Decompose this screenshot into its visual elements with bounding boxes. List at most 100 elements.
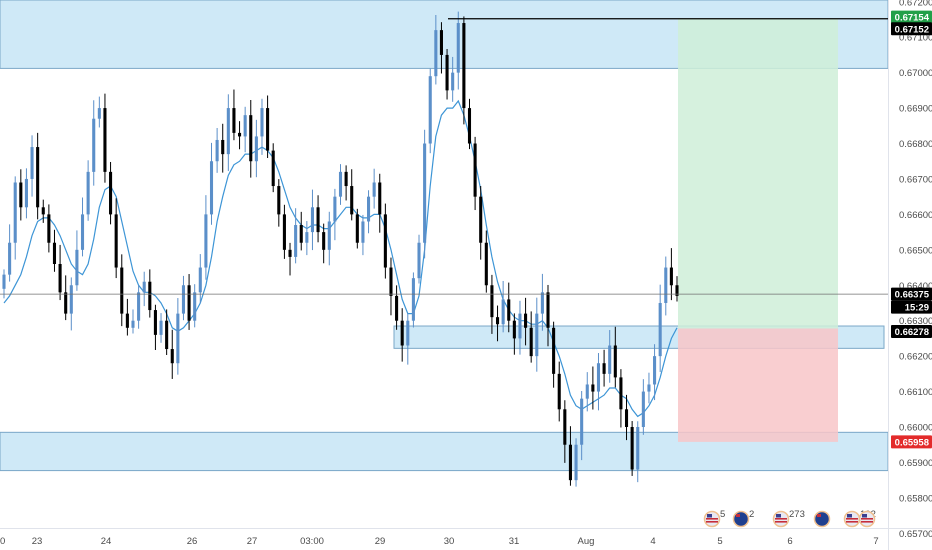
candle-body <box>187 285 191 321</box>
candle-body <box>232 108 236 133</box>
candle-body <box>238 132 242 137</box>
candle-body <box>103 108 107 172</box>
time-tick-label: 10 <box>0 536 5 547</box>
candle-body <box>209 161 214 215</box>
candle-body <box>495 317 500 325</box>
position-stop-area <box>678 328 838 442</box>
price-tick-label: 0.66200 <box>899 352 932 363</box>
time-tick-label: 29 <box>375 536 386 547</box>
candle-body <box>675 285 679 296</box>
candle-body <box>636 427 640 470</box>
candle-body <box>529 327 533 357</box>
candle-body <box>181 285 186 314</box>
candle-body <box>92 118 96 172</box>
time-axis[interactable]: 23 24 26 27 03:00 29 30 31 Aug 4 5 6 7 10 <box>0 528 932 548</box>
price-tag-target <box>891 10 932 24</box>
candle-body <box>30 147 34 179</box>
candle-body <box>249 115 253 162</box>
time-tick-label: 30 <box>444 536 455 547</box>
candle-body <box>619 377 623 410</box>
candle-body <box>608 345 612 374</box>
flag-stripe <box>846 518 858 520</box>
event-badge-us-flag[interactable]: 273 <box>772 509 805 528</box>
price-tag-high-text: 0.67152 <box>895 24 929 35</box>
event-count: 273 <box>789 509 805 520</box>
candle-body <box>445 54 449 91</box>
candle-body <box>568 444 572 481</box>
event-count: 5 <box>720 509 725 520</box>
candle-body <box>86 171 90 215</box>
candle-body <box>395 295 399 321</box>
candle-body <box>64 292 68 314</box>
price-tick-label: 0.66700 <box>899 174 932 185</box>
candle-body <box>417 242 421 279</box>
candle-body <box>411 278 415 321</box>
candle-body <box>305 232 309 243</box>
candle-body <box>400 320 404 346</box>
candle-body <box>591 384 595 392</box>
candle-body <box>613 345 617 378</box>
candle-body <box>97 108 101 119</box>
candle-body <box>294 225 298 257</box>
candle-body <box>333 196 337 222</box>
time-tick-label: 6 <box>787 536 792 547</box>
event-badge-us-flag[interactable] <box>858 510 876 528</box>
candle-body <box>624 409 629 428</box>
price-lines-layer <box>0 18 888 295</box>
candle-body <box>109 171 113 215</box>
candle-body <box>434 30 438 77</box>
candle-body <box>221 139 225 155</box>
candle-body <box>372 182 376 197</box>
candle-body <box>198 267 202 293</box>
candle-body <box>47 214 51 243</box>
candle-body <box>215 139 219 162</box>
flag-stripe <box>846 521 858 523</box>
price-tag-current-text: 0.66375 <box>895 290 930 301</box>
candle-body <box>299 225 303 243</box>
candle-body <box>58 264 62 293</box>
candle-body <box>176 313 180 364</box>
candle-body <box>490 285 494 318</box>
candle-body <box>310 207 315 233</box>
price-tag-current <box>891 287 932 301</box>
candle-body <box>114 214 118 268</box>
candle-body <box>271 150 275 187</box>
candle-body <box>546 292 550 328</box>
time-tick-label: 26 <box>187 536 198 547</box>
candle-body <box>602 363 606 374</box>
event-badge-au-flag[interactable]: 2 <box>732 509 755 528</box>
economic-events[interactable]: 52273102 <box>703 509 876 528</box>
candle-body <box>653 356 657 385</box>
price-tick-label: 0.67200 <box>899 0 932 8</box>
price-tag-entry <box>891 324 932 338</box>
candle-body <box>563 409 567 445</box>
candle-body <box>131 320 135 328</box>
flag-stripe <box>861 521 873 523</box>
price-tick-label: 0.66100 <box>899 387 932 398</box>
flag-stripe <box>861 518 873 520</box>
flag-stripe <box>775 521 787 523</box>
event-badge-au-flag[interactable] <box>813 510 831 528</box>
candle-body <box>322 232 326 250</box>
candles-layer <box>2 11 679 487</box>
candle-body <box>24 178 28 208</box>
flag-canton <box>862 514 867 518</box>
candle-body <box>120 267 124 314</box>
candle-body <box>479 196 483 243</box>
candle-body <box>137 292 141 321</box>
candle-body <box>282 214 286 250</box>
candle-body <box>501 299 505 325</box>
price-axis[interactable]: 0.67200 0.67100 0.67000 0.66900 0.66800 0.667… <box>888 0 932 550</box>
candle-body <box>355 214 359 243</box>
candle-body <box>658 302 662 357</box>
candle-body <box>277 186 281 215</box>
candle-body <box>254 136 258 162</box>
candle-body <box>41 207 45 215</box>
candle-body <box>630 427 634 470</box>
time-tick-label: 31 <box>509 536 520 547</box>
candle-body <box>226 108 230 155</box>
event-badge-us-flag[interactable]: 5 <box>703 509 726 528</box>
